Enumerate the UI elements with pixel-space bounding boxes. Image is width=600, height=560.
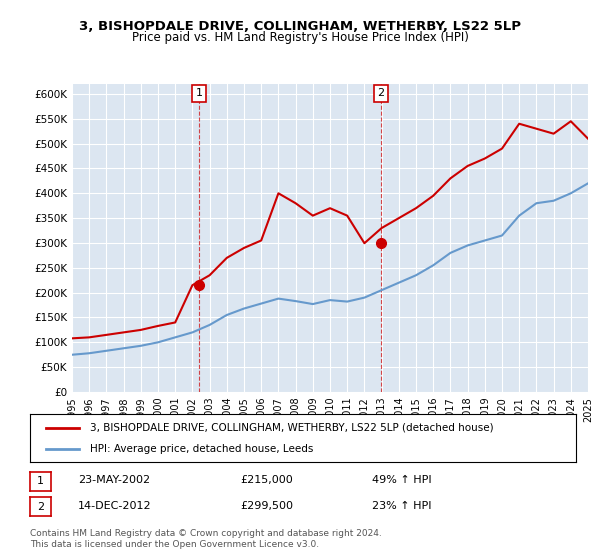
Text: Contains HM Land Registry data © Crown copyright and database right 2024.
This d: Contains HM Land Registry data © Crown c… (30, 529, 382, 549)
Text: 23-MAY-2002: 23-MAY-2002 (78, 475, 150, 486)
Text: 2: 2 (37, 502, 44, 511)
Text: 1: 1 (196, 88, 203, 98)
Text: £299,500: £299,500 (240, 501, 293, 511)
Text: Price paid vs. HM Land Registry's House Price Index (HPI): Price paid vs. HM Land Registry's House … (131, 31, 469, 44)
Text: 3, BISHOPDALE DRIVE, COLLINGHAM, WETHERBY, LS22 5LP (detached house): 3, BISHOPDALE DRIVE, COLLINGHAM, WETHERB… (90, 423, 494, 433)
Text: HPI: Average price, detached house, Leeds: HPI: Average price, detached house, Leed… (90, 444, 313, 454)
Text: 49% ↑ HPI: 49% ↑ HPI (372, 475, 431, 486)
Text: 1: 1 (37, 477, 44, 486)
Text: 2: 2 (377, 88, 385, 98)
Text: £215,000: £215,000 (240, 475, 293, 486)
Text: 23% ↑ HPI: 23% ↑ HPI (372, 501, 431, 511)
Text: 14-DEC-2012: 14-DEC-2012 (78, 501, 152, 511)
Text: 3, BISHOPDALE DRIVE, COLLINGHAM, WETHERBY, LS22 5LP: 3, BISHOPDALE DRIVE, COLLINGHAM, WETHERB… (79, 20, 521, 32)
